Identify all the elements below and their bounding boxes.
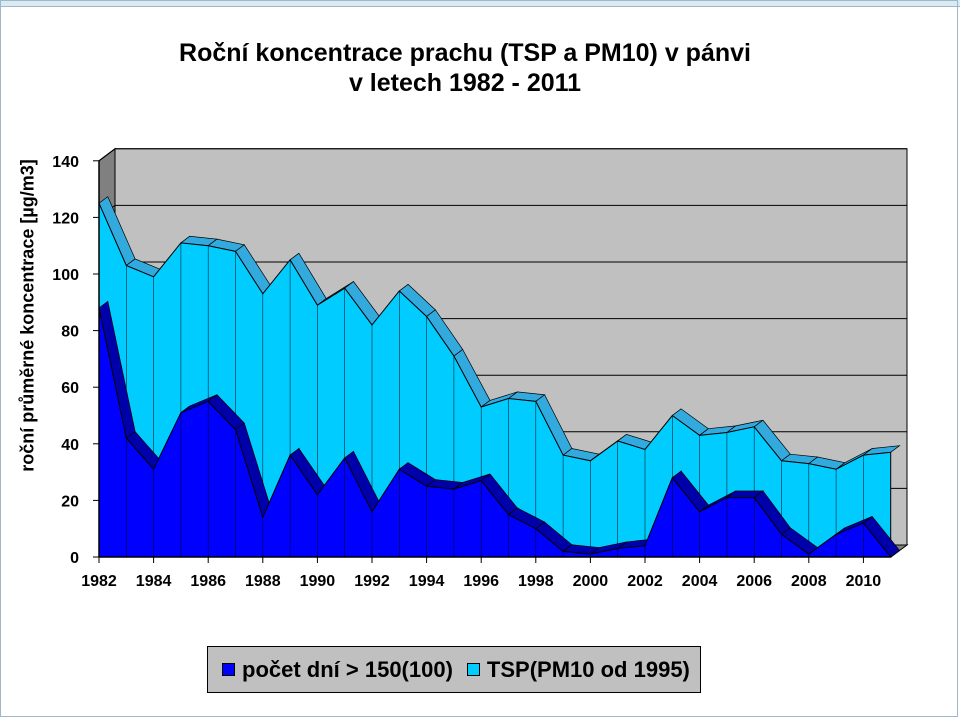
chart-title: Roční koncentrace prachu (TSP a PM10) v … (0, 38, 930, 98)
chart-axes: 0 20 40 60 80 100 120 140 1982 1984 1986 1988 1990 19… (52, 154, 891, 590)
x-tick-label: 1984 (136, 573, 172, 590)
y-tick-label: 0 (70, 550, 79, 567)
x-tick-label: 1992 (354, 573, 390, 590)
y-tick-label: 40 (61, 437, 79, 454)
x-tick-label: 1994 (409, 573, 445, 590)
x-tick-label: 2008 (791, 573, 827, 590)
legend-label-dust: TSP(PM10 od 1995) (486, 656, 690, 682)
y-tick-label: 100 (52, 267, 79, 284)
y-tick-label: 120 (52, 210, 79, 227)
chart-title-line-2: v letech 1982 - 2011 (348, 69, 582, 97)
x-tick-label: 2000 (573, 573, 609, 590)
x-tick-label: 1982 (81, 573, 117, 590)
x-tick-label: 2006 (736, 573, 772, 590)
chart-legend: počet dní > 150(100) TSP(PM10 od 1995) (207, 646, 701, 693)
legend-swatch-days (222, 663, 235, 676)
legend-item-days: počet dní > 150(100) (222, 657, 453, 683)
x-tick-label: 2010 (846, 573, 882, 590)
x-tick-label: 2004 (682, 573, 718, 590)
y-tick-label: 60 (61, 380, 79, 397)
y-tick-label: 140 (52, 154, 79, 171)
days-area (98, 307, 892, 558)
y-tick-label: 20 (61, 493, 79, 510)
legend-label-days: počet dní > 150(100) (242, 656, 453, 682)
x-tick-label: 1990 (300, 573, 336, 590)
x-tick-label: 1996 (463, 573, 499, 590)
top-bar (0, 0, 960, 7)
x-tick-label: 1988 (245, 573, 281, 590)
x-tick-label: 1998 (518, 573, 554, 590)
chart-title-line-1: Roční koncentrace prachu (TSP a PM10) v … (179, 39, 751, 67)
legend-item-dust: TSP(PM10 od 1995) (466, 656, 690, 683)
y-tick-label: 80 (61, 324, 79, 341)
gridline-side (98, 148, 116, 162)
x-tick-label: 2002 (627, 573, 663, 590)
x-tick-label: 1986 (190, 573, 226, 590)
legend-swatch-dust (466, 663, 480, 676)
days-series (98, 300, 900, 558)
